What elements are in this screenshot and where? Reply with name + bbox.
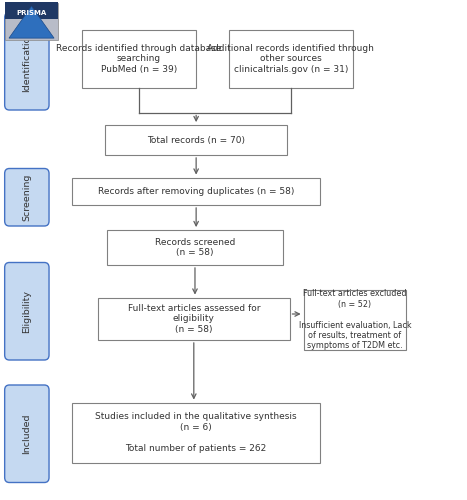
Text: Included: Included <box>22 414 31 454</box>
FancyBboxPatch shape <box>5 262 49 360</box>
FancyBboxPatch shape <box>82 30 196 88</box>
FancyBboxPatch shape <box>72 402 320 462</box>
FancyBboxPatch shape <box>98 298 290 340</box>
Text: Records after removing duplicates (n = 58): Records after removing duplicates (n = 5… <box>98 187 294 196</box>
Text: Records screened
(n = 58): Records screened (n = 58) <box>155 238 235 257</box>
FancyBboxPatch shape <box>5 168 49 226</box>
FancyBboxPatch shape <box>72 178 320 205</box>
FancyBboxPatch shape <box>229 30 353 88</box>
Bar <box>5 2 58 20</box>
Text: PRISMA: PRISMA <box>16 10 47 16</box>
Text: Full-text articles assessed for
eligibility
(n = 58): Full-text articles assessed for eligibil… <box>127 304 260 334</box>
FancyBboxPatch shape <box>304 290 406 350</box>
Text: Identification: Identification <box>22 30 31 92</box>
Text: Screening: Screening <box>22 174 31 221</box>
Text: Total records (n = 70): Total records (n = 70) <box>147 136 245 144</box>
Text: Additional records identified through
other sources
clinicaltrials.gov (n = 31): Additional records identified through ot… <box>207 44 374 74</box>
Polygon shape <box>9 6 54 38</box>
Bar <box>5 2 58 40</box>
Text: Studies included in the qualitative synthesis
(n = 6)

Total number of patients : Studies included in the qualitative synt… <box>95 412 297 453</box>
FancyBboxPatch shape <box>107 230 283 265</box>
Text: Full-text articles excluded
(n = 52)

Insufficient evaluation, Lack
of results, : Full-text articles excluded (n = 52) Ins… <box>298 290 411 350</box>
Text: Records identified through database
searching
PubMed (n = 39): Records identified through database sear… <box>56 44 222 74</box>
FancyBboxPatch shape <box>5 385 49 482</box>
Text: Eligibility: Eligibility <box>22 290 31 333</box>
FancyBboxPatch shape <box>105 125 287 155</box>
FancyBboxPatch shape <box>5 12 49 110</box>
